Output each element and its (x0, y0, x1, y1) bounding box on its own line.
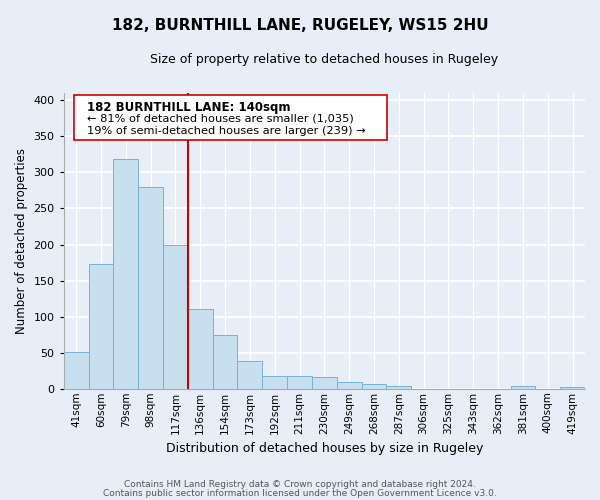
Text: 182, BURNTHILL LANE, RUGELEY, WS15 2HU: 182, BURNTHILL LANE, RUGELEY, WS15 2HU (112, 18, 488, 32)
Bar (262, 376, 287, 389)
Text: Contains HM Land Registry data © Crown copyright and database right 2024.: Contains HM Land Registry data © Crown c… (124, 480, 476, 489)
Text: ← 81% of detached houses are smaller (1,035): ← 81% of detached houses are smaller (1,… (87, 114, 354, 124)
Title: Size of property relative to detached houses in Rugeley: Size of property relative to detached ho… (150, 52, 499, 66)
Bar (138, 187, 163, 389)
X-axis label: Distribution of detached houses by size in Rugeley: Distribution of detached houses by size … (166, 442, 483, 455)
Text: Contains public sector information licensed under the Open Government Licence v3: Contains public sector information licen… (103, 489, 497, 498)
Text: 182 BURNTHILL LANE: 140sqm: 182 BURNTHILL LANE: 140sqm (87, 101, 290, 114)
FancyBboxPatch shape (74, 94, 387, 140)
Bar (163, 244, 188, 389)
Bar (287, 376, 312, 389)
Bar (212, 334, 238, 389)
Bar (362, 384, 386, 389)
Bar (312, 376, 337, 389)
Bar (337, 382, 362, 389)
Bar (560, 388, 585, 389)
Bar (113, 160, 138, 389)
Bar (511, 386, 535, 389)
Bar (188, 310, 212, 389)
Bar (386, 386, 411, 389)
Bar (64, 352, 89, 389)
Text: 19% of semi-detached houses are larger (239) →: 19% of semi-detached houses are larger (… (87, 126, 366, 136)
Bar (89, 264, 113, 389)
Y-axis label: Number of detached properties: Number of detached properties (15, 148, 28, 334)
Bar (238, 360, 262, 389)
